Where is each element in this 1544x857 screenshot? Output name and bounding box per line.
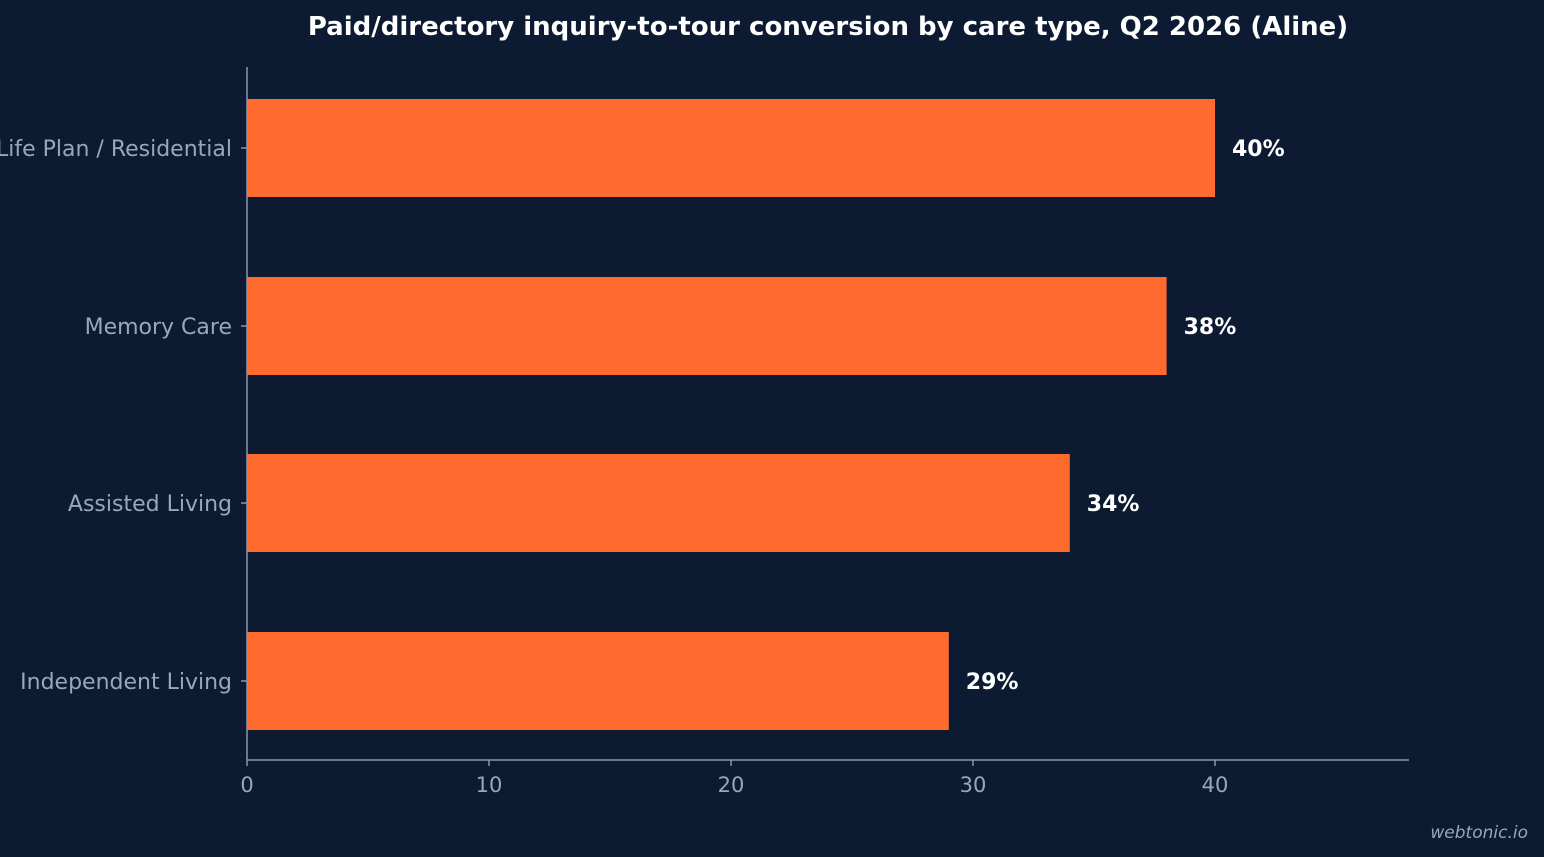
bar-3	[247, 632, 949, 730]
category-label-2: Assisted Living	[68, 492, 232, 517]
bar-0	[247, 99, 1215, 197]
x-tick-label-2: 20	[718, 773, 745, 797]
value-label-0: 40%	[1232, 137, 1285, 162]
x-tick-label-3: 30	[960, 773, 987, 797]
labels-layer: 40% Life Plan / Residential 38% Memory Care…	[0, 137, 1285, 695]
value-label-1: 38%	[1184, 315, 1237, 340]
chart-title: Paid/directory inquiry-to-tour conversio…	[307, 12, 1349, 42]
value-label-2: 34%	[1087, 492, 1140, 517]
x-tick-label-0: 0	[240, 773, 253, 797]
category-label-3: Independent Living	[20, 670, 232, 695]
ticks-layer: 0 10 20 30 40	[240, 147, 1229, 797]
bar-2	[247, 454, 1070, 552]
bar-1	[247, 277, 1167, 375]
x-tick-label-4: 40	[1202, 773, 1229, 797]
value-label-3: 29%	[966, 670, 1019, 695]
watermark: webtonic.io	[1430, 823, 1528, 843]
bars-layer	[247, 99, 1215, 730]
x-tick-label-1: 10	[476, 773, 503, 797]
category-label-1: Memory Care	[85, 315, 232, 340]
category-label-0: Life Plan / Residential	[0, 137, 232, 162]
